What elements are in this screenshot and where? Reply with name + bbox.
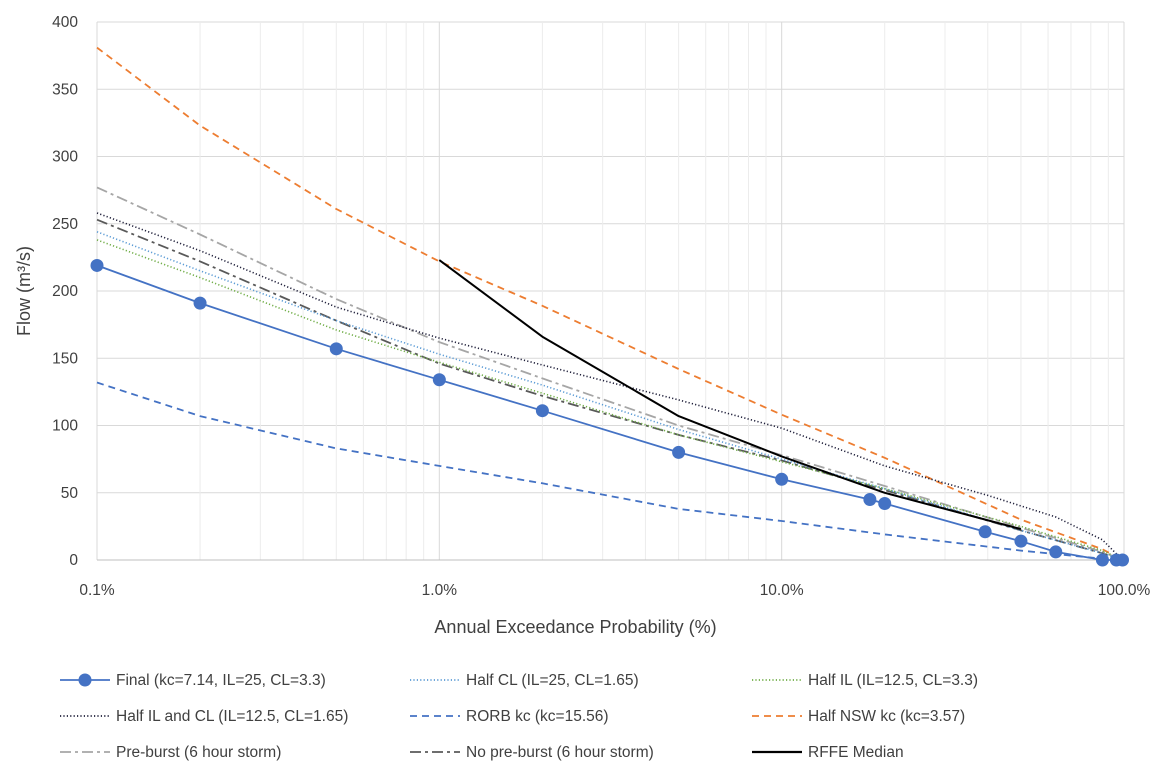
legend-item-final-kc-7-14-il-25-cl-3-3: Final (kc=7.14, IL=25, CL=3.3) <box>60 672 326 689</box>
y-tick-label: 350 <box>52 81 78 98</box>
data-point <box>863 492 877 506</box>
y-axis-title: Flow (m³/s) <box>14 246 34 336</box>
data-point <box>878 497 892 511</box>
data-point <box>193 296 207 310</box>
x-tick-label: 1.0% <box>422 582 458 599</box>
legend-label: Pre-burst (6 hour storm) <box>116 744 281 761</box>
legend-label: RORB kc (kc=15.56) <box>466 708 609 725</box>
x-tick-label: 10.0% <box>760 582 804 599</box>
legend-item-half-il-il-12-5-cl-3-3: Half IL (IL=12.5, CL=3.3) <box>752 672 978 689</box>
series-line-pre-burst-6-hour-storm <box>96 186 1123 561</box>
legend-label: Half NSW kc (kc=3.57) <box>808 708 965 725</box>
legend-item-half-il-and-cl-il-12-5-cl-1-65: Half IL and CL (IL=12.5, CL=1.65) <box>60 708 348 725</box>
data-point <box>1095 553 1109 567</box>
data-point <box>432 373 446 387</box>
legend-label: RFFE Median <box>808 744 904 761</box>
legend-label: Final (kc=7.14, IL=25, CL=3.3) <box>116 672 326 689</box>
series-line-rorb-kc-kc-15-56 <box>96 381 1123 561</box>
legend-item-half-cl-il-25-cl-1-65: Half CL (IL=25, CL=1.65) <box>410 672 639 689</box>
y-tick-label: 50 <box>61 485 79 502</box>
data-point <box>329 342 343 356</box>
data-point <box>90 258 104 272</box>
tick-labels: 0 50 100 150 200 250 300 350 400 0.1% 1.0% 10.0% 100… <box>52 14 1150 599</box>
data-point <box>775 472 789 486</box>
data-point <box>1049 545 1063 559</box>
y-tick-label: 300 <box>52 149 78 166</box>
series-group <box>90 46 1130 567</box>
series-line-no-pre-burst-6-hour-storm <box>96 218 1123 561</box>
x-tick-label: 100.0% <box>1098 582 1151 599</box>
legend-label: No pre-burst (6 hour storm) <box>466 744 654 761</box>
y-tick-label: 100 <box>52 418 78 435</box>
x-tick-label: 0.1% <box>79 582 115 599</box>
gridlines <box>96 21 1125 561</box>
legend-label: Half IL (IL=12.5, CL=3.3) <box>808 672 978 689</box>
data-point <box>535 404 549 418</box>
legend-item-half-nsw-kc-kc-3-57: Half NSW kc (kc=3.57) <box>752 708 965 725</box>
legend-label: Half CL (IL=25, CL=1.65) <box>466 672 639 689</box>
y-tick-label: 200 <box>52 283 78 300</box>
y-tick-label: 150 <box>52 350 78 367</box>
legend-item-no-pre-burst-6-hour-storm: No pre-burst (6 hour storm) <box>410 744 654 761</box>
legend: Final (kc=7.14, IL=25, CL=3.3) Half CL (I… <box>60 672 978 761</box>
series-line-half-il-and-cl-il-12-5-cl-1-65 <box>96 212 1124 561</box>
legend-label: Half IL and CL (IL=12.5, CL=1.65) <box>116 708 348 725</box>
legend-item-pre-burst-6-hour-storm: Pre-burst (6 hour storm) <box>60 744 281 761</box>
data-point <box>672 445 686 459</box>
data-point <box>1116 553 1130 567</box>
y-tick-label: 250 <box>52 216 78 233</box>
y-tick-label: 400 <box>52 14 78 31</box>
data-point <box>978 525 992 539</box>
y-tick-label: 0 <box>69 552 78 569</box>
data-point <box>1014 534 1028 548</box>
series-line-half-il-il-12-5-cl-3-3 <box>96 239 1123 561</box>
legend-marker <box>78 673 92 687</box>
series-line-rffe-median <box>438 259 1022 531</box>
legend-item-rffe-median: RFFE Median <box>752 744 904 761</box>
series-line-half-nsw-kc-kc-3-57 <box>96 46 1123 561</box>
x-axis-title: Annual Exceedance Probability (%) <box>434 617 716 637</box>
legend-item-rorb-kc-kc-15-56: RORB kc (kc=15.56) <box>410 708 609 725</box>
